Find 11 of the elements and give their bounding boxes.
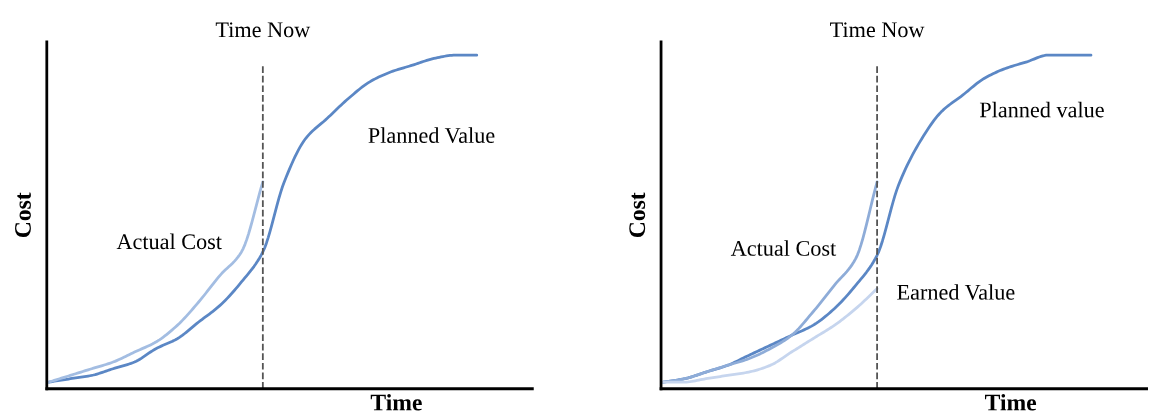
y-axis-title: Cost [15, 192, 31, 238]
series-label: Earned Value [897, 284, 1015, 300]
series-label: Actual Cost [730, 240, 837, 256]
text: Time Now [215, 22, 311, 38]
series-label: Planned Value [368, 127, 495, 144]
series-label: Planned value [979, 101, 1104, 118]
x-axis-title: Time [984, 393, 1037, 411]
y-axis-title: Cost [629, 192, 646, 238]
series-label: Actual Cost [116, 233, 222, 250]
text: Time Now [830, 22, 925, 38]
x-axis-title: Time [370, 393, 422, 411]
